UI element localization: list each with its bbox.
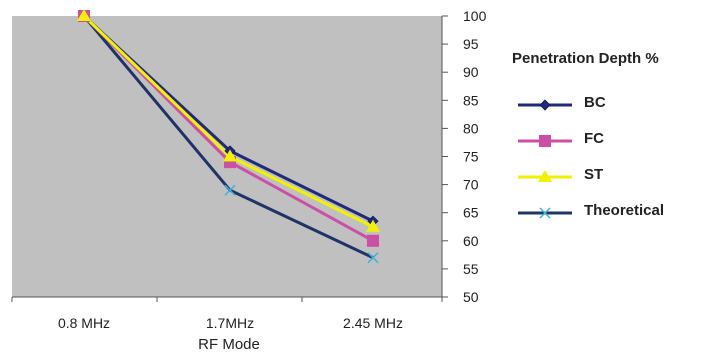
y-tick-label: 90 [463, 64, 479, 80]
x-axis-title: RF Mode [198, 336, 260, 353]
data-point-marker [539, 99, 551, 111]
legend-item-st: ST [512, 166, 707, 202]
x-tick-label: 1.7MHz [206, 315, 254, 331]
y-tick-label: 75 [463, 149, 479, 165]
series-layer [77, 9, 380, 264]
x-tick-label: 2.45 MHz [343, 315, 403, 331]
y-tick-label: 95 [463, 36, 479, 52]
legend-swatch [518, 135, 572, 147]
y-tick-label: 85 [463, 92, 479, 108]
x-axis: 0.8 MHz 1.7MHz 2.45 MHz [11, 296, 443, 331]
legend-item-bc: BC [512, 94, 707, 130]
data-point-marker [539, 135, 551, 147]
legend-label: BC [584, 94, 606, 111]
legend-swatch [518, 207, 572, 219]
legend: Penetration Depth % BC FC ST Theoretical [512, 50, 707, 238]
data-point-marker [539, 207, 551, 219]
legend-label: ST [584, 166, 604, 183]
data-point-marker [77, 9, 91, 21]
x-tick-label: 0.8 MHz [58, 315, 110, 331]
data-point-marker [223, 149, 237, 162]
legend-item-theoretical: Theoretical [512, 202, 707, 238]
y-tick-label: 65 [463, 205, 479, 221]
legend-title: Penetration Depth % [512, 50, 659, 67]
legend-label: FC [584, 130, 604, 147]
y-tick-label: 70 [463, 177, 479, 193]
data-point-marker [366, 219, 380, 232]
legend-label: Theoretical [584, 202, 665, 219]
y-tick-label: 60 [463, 233, 479, 249]
y-tick-label: 55 [463, 261, 479, 277]
legend-item-fc: FC [512, 130, 707, 166]
y-axis: 50 55 60 65 70 75 80 85 90 95 100 [441, 8, 487, 305]
data-point-marker [367, 252, 379, 264]
y-tick-label: 100 [463, 8, 487, 24]
data-point-marker [538, 170, 552, 182]
y-tick-label: 50 [463, 289, 479, 305]
legend-items: BC FC ST Theoretical [512, 94, 707, 238]
y-tick-label: 80 [463, 120, 479, 136]
legend-swatch [518, 170, 572, 182]
data-point-marker [367, 234, 379, 247]
legend-swatch [518, 99, 572, 111]
data-point-marker [224, 184, 236, 196]
series-markers-st [77, 9, 380, 232]
